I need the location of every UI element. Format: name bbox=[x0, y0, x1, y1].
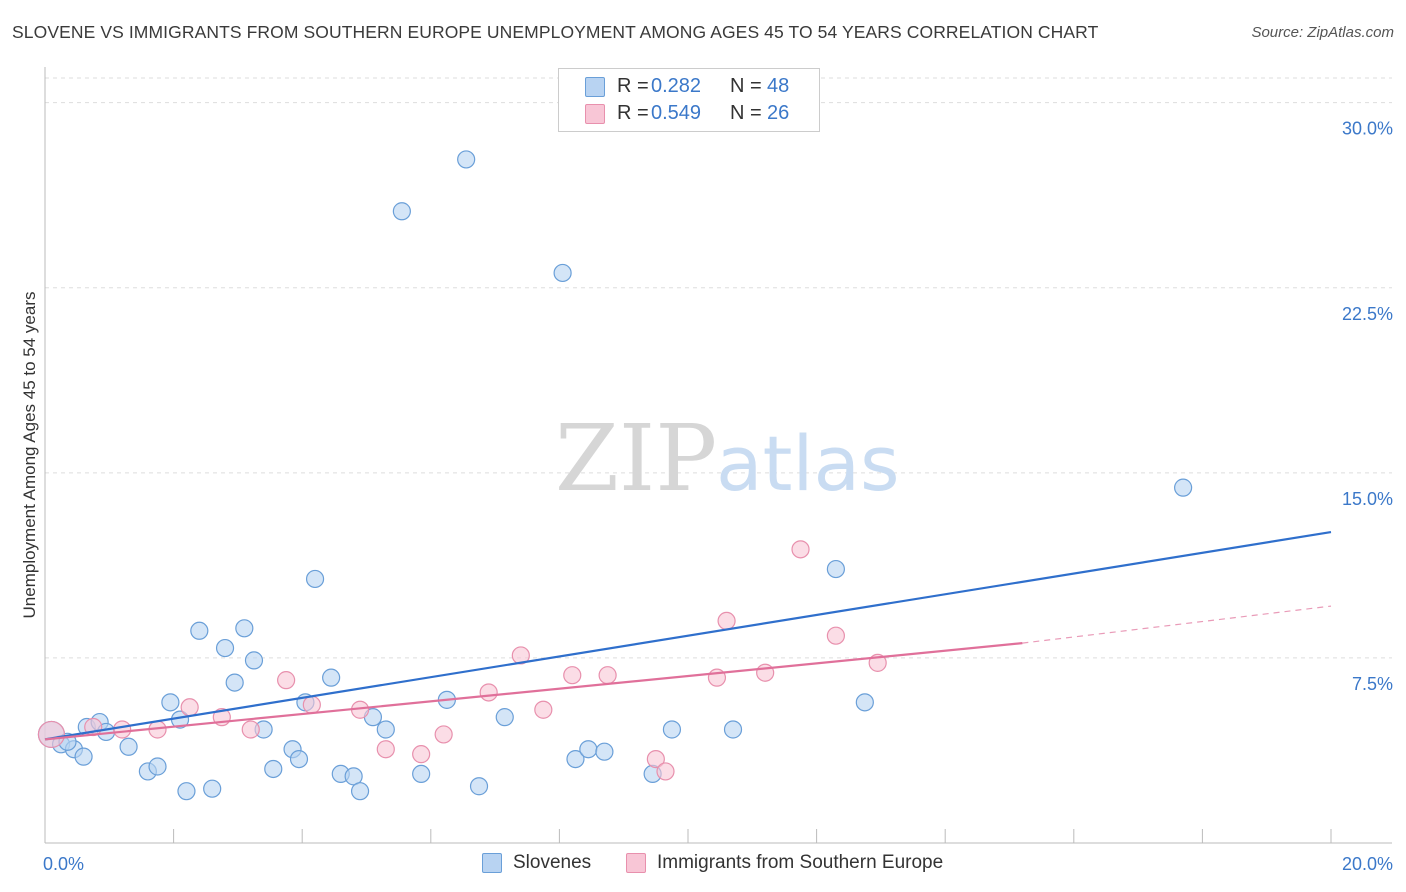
immigrants-trendline bbox=[44, 642, 1023, 741]
x-tick-label-min: 0.0% bbox=[43, 854, 84, 874]
legend-label-slovenes: Slovenes bbox=[513, 852, 592, 873]
y-tick-label: 15.0% bbox=[1342, 489, 1393, 509]
y-tick-label: 30.0% bbox=[1342, 119, 1393, 139]
trend-layer bbox=[44, 530, 1332, 741]
immigrants-point bbox=[717, 611, 736, 631]
slovenes-point bbox=[566, 749, 585, 769]
r-label: R = bbox=[617, 75, 649, 97]
slovenes-swatch bbox=[585, 77, 605, 97]
slovenes-point bbox=[457, 150, 476, 169]
immigrants-point bbox=[563, 666, 582, 685]
n-label: N = bbox=[730, 102, 762, 124]
immigrants-point bbox=[534, 700, 553, 719]
slovenes-trendline bbox=[44, 530, 1332, 741]
slovenes-point bbox=[148, 757, 167, 776]
y-tick-label: 22.5% bbox=[1342, 304, 1393, 324]
n-label: N = bbox=[730, 75, 762, 97]
correlation-legend: R = 0.282 N = 48 R = 0.549 N = 26 bbox=[558, 68, 820, 132]
slovenes-point bbox=[723, 720, 743, 739]
tick-label-layer: 7.5% 15.0% 22.5% 30.0% 0.0% 20.0% bbox=[43, 119, 1393, 874]
slovenes-point bbox=[161, 693, 180, 712]
slovenes-point bbox=[119, 737, 138, 756]
slovenes-point bbox=[662, 720, 682, 739]
points-layer bbox=[37, 150, 1193, 801]
legend-label-immigrants: Immigrants from Southern Europe bbox=[657, 852, 944, 873]
slovenes-point bbox=[412, 764, 431, 784]
immigrants-point bbox=[376, 740, 395, 759]
immigrants-point bbox=[511, 646, 530, 665]
y-axis-label: Unemployment Among Ages 45 to 54 years bbox=[20, 291, 39, 619]
slovenes-point bbox=[235, 619, 254, 638]
immigrants-point bbox=[479, 683, 498, 702]
slovenes-point bbox=[392, 202, 411, 221]
source-label: Source: ZipAtlas.com bbox=[1251, 24, 1394, 41]
immigrants-point bbox=[113, 720, 132, 739]
slovenes-point bbox=[289, 749, 309, 769]
immigrants-point bbox=[598, 666, 617, 685]
slovenes-point bbox=[177, 782, 196, 801]
slovenes-point bbox=[376, 720, 395, 739]
immigrants-point bbox=[412, 745, 431, 764]
slovenes-point bbox=[595, 742, 614, 761]
slovenes-point bbox=[264, 759, 283, 779]
immigrants-point bbox=[277, 671, 296, 690]
immigrants-point bbox=[826, 626, 845, 645]
n-value: 26 bbox=[767, 102, 790, 124]
immigrants-point bbox=[656, 762, 675, 781]
slovenes-point bbox=[74, 747, 93, 766]
immigrants-point bbox=[434, 725, 453, 744]
immigrants-point bbox=[791, 540, 810, 559]
immigrants-point bbox=[37, 720, 66, 749]
slovenes-point bbox=[350, 782, 370, 801]
slovenes-point bbox=[203, 779, 222, 798]
slovenes-point bbox=[469, 777, 489, 796]
slovenes-point bbox=[190, 621, 209, 640]
slovenes-point bbox=[215, 638, 235, 658]
axis-layer bbox=[44, 67, 1392, 844]
watermark: ZIP atlas bbox=[555, 405, 900, 512]
x-tick-label-max: 20.0% bbox=[1342, 854, 1393, 874]
immigrants-point bbox=[646, 749, 665, 769]
slovenes-point bbox=[225, 673, 244, 692]
grid-layer bbox=[45, 77, 1392, 659]
immigrants-swatch bbox=[626, 853, 646, 873]
slovenes-swatch bbox=[482, 853, 502, 873]
watermark-atlas: atlas bbox=[716, 419, 900, 508]
slovenes-point bbox=[855, 693, 874, 712]
chart-title: SLOVENE VS IMMIGRANTS FROM SOUTHERN EURO… bbox=[12, 22, 1099, 42]
y-tick-label: 7.5% bbox=[1352, 674, 1393, 694]
immigrants-point bbox=[302, 695, 321, 714]
slovenes-point bbox=[244, 651, 264, 670]
slovenes-point bbox=[579, 740, 598, 759]
immigrants-point bbox=[180, 698, 199, 717]
watermark-zip: ZIP bbox=[555, 405, 717, 512]
slovenes-point bbox=[305, 569, 325, 589]
immigrants-trendline-extension bbox=[1022, 605, 1332, 644]
slovenes-point bbox=[553, 263, 572, 283]
immigrants-swatch bbox=[585, 104, 605, 124]
r-label: R = bbox=[617, 102, 649, 124]
slovenes-point bbox=[826, 559, 845, 579]
n-value: 48 bbox=[767, 75, 790, 97]
slovenes-point bbox=[495, 708, 514, 727]
r-value: 0.549 bbox=[651, 102, 702, 124]
slovenes-point bbox=[322, 668, 341, 687]
slovenes-point bbox=[1174, 478, 1193, 497]
r-value: 0.282 bbox=[651, 75, 702, 97]
immigrants-point bbox=[241, 720, 260, 739]
